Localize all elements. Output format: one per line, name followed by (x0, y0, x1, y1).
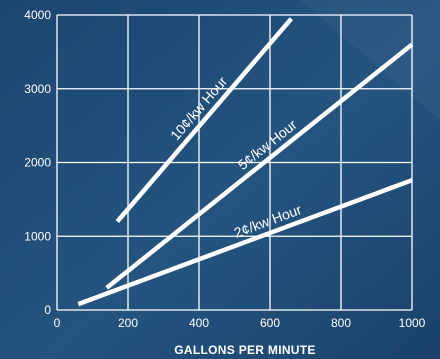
y-tick-label: 4000 (24, 8, 51, 22)
y-tick-label: 2000 (24, 156, 51, 170)
x-tick-label: 400 (189, 316, 209, 330)
x-axis-title: GALLONS PER MINUTE (174, 343, 315, 357)
grid (56, 14, 413, 311)
y-tick-label: 3000 (24, 82, 51, 96)
x-tick-label: 600 (260, 316, 280, 330)
background-sheen (230, 0, 440, 120)
series-line (115, 17, 294, 223)
x-tick-label: 1000 (399, 316, 426, 330)
series-line (77, 178, 413, 307)
x-tick-label: 200 (118, 316, 138, 330)
y-tick-label: 1000 (24, 229, 51, 243)
tick-labels: 0 200 400 600 800 1000 0 1000 2000 3000 4000 (24, 8, 425, 330)
series-line (105, 42, 414, 290)
series (77, 17, 414, 307)
y-tick-label: 0 (44, 303, 51, 317)
x-tick-label: 800 (331, 316, 351, 330)
x-tick-label: 0 (54, 316, 61, 330)
